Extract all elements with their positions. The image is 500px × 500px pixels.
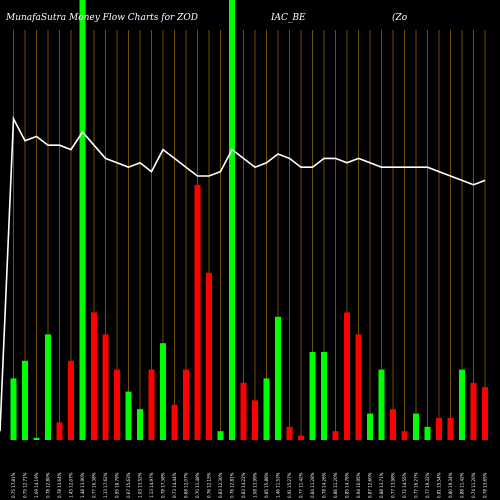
x-tick-label: 0.77 19.32% (425, 472, 430, 498)
x-tick-label: 1.13 17.62% (103, 472, 108, 498)
bar-38 (436, 418, 442, 440)
x-tick-label: 0.75 12.71% (23, 472, 28, 498)
bar-33 (378, 369, 385, 440)
bar-30 (344, 312, 350, 440)
x-tick-label: 0.76 12.81% (230, 472, 235, 498)
chart-title-part3: (Zo (392, 12, 408, 23)
bar-41 (470, 382, 477, 440)
x-tick-label: 0.85 15.88% (264, 472, 269, 498)
x-tick-label: 0.88 13.71% (379, 472, 384, 498)
bar-31 (355, 334, 362, 440)
bar-9 (102, 334, 109, 440)
x-tick-label: 0.77 11.42% (299, 472, 304, 498)
bar-29 (332, 431, 339, 440)
x-tick-label: 1.46 11.53% (276, 472, 281, 498)
bar-24 (275, 316, 281, 440)
x-tick-label: 0.80 19.34% (448, 472, 453, 498)
bar-14 (160, 343, 166, 440)
x-tick-label: 0.76 12.15% (207, 472, 212, 498)
x-tick-label: 0.78 13.65% (483, 472, 488, 498)
x-tick-label: 1.08 13.99% (253, 472, 258, 498)
x-tick-label: 0.83 12.30% (218, 472, 223, 498)
bar-4 (45, 334, 51, 440)
line-layer (0, 115, 486, 432)
bar-27 (309, 352, 316, 440)
bar-15 (171, 404, 178, 440)
x-tick-label: 0.91 15.27% (287, 472, 292, 498)
bar-25 (286, 426, 293, 440)
x-tick-label: 0.85 14.76% (345, 472, 350, 498)
bar-20 (229, 0, 235, 440)
x-tick-label: 0.84 11.28% (310, 472, 315, 498)
x-tick-label: 0.70 11.48% (195, 472, 200, 498)
x-tick-label: 1.09 14.19% (34, 472, 39, 498)
x-tick-label: 0.78 13.64% (57, 472, 62, 498)
bar-19 (217, 431, 224, 440)
bar-7 (79, 0, 86, 440)
bar-21 (240, 382, 247, 440)
bar-10 (114, 369, 120, 440)
x-tick-label: 0.77 13.98% (391, 472, 396, 498)
x-tick-label: 0.77 16.27% (414, 472, 419, 498)
x-tick-label: 0.88 11.42% (460, 472, 465, 498)
bar-39 (447, 418, 454, 440)
bar-37 (424, 426, 431, 440)
x-tick-label: 0.77 16.38% (92, 472, 97, 498)
bar-13 (148, 369, 155, 440)
x-tick-label: 0.78 12.80% (46, 472, 51, 498)
x-tick-label: 0.86 11.20% (333, 472, 338, 498)
bar-layer (10, 0, 488, 440)
x-tick-label: 1.48 13.90% (80, 472, 85, 498)
bar-42 (482, 387, 488, 440)
x-tick-label: 1.03 13.52% (138, 472, 143, 498)
bar-12 (137, 409, 143, 440)
bar-3 (33, 437, 40, 440)
bar-22 (252, 400, 258, 440)
bar-32 (367, 413, 373, 440)
bar-26 (298, 435, 304, 440)
tick-layer: 0.75 17.81% 0.75 12.71% 1.09 14.19% 0.78 12… (11, 472, 488, 498)
x-tick-label: 0.87 12.60% (368, 472, 373, 498)
bar-1 (10, 378, 17, 440)
x-tick-label: 0.67 15.63% (126, 472, 131, 498)
bar-28 (321, 352, 327, 440)
x-tick-label: 0.83 14.22% (241, 472, 246, 498)
bar-18 (206, 272, 212, 440)
bar-2 (22, 360, 28, 440)
x-tick-label: 0.74 11.20% (471, 472, 476, 498)
x-tick-label: 0.78 17.38% (161, 472, 166, 498)
bar-8 (91, 312, 97, 440)
x-tick-label: 0.72 14.55% (402, 472, 407, 498)
chart-title-part1: MunafaSutra Money Flow Charts for ZOD (5, 13, 198, 23)
x-tick-label: 1.13 14.97% (149, 472, 154, 498)
x-tick-label: 0.73 14.44% (172, 472, 177, 498)
bar-40 (459, 369, 465, 440)
bar-34 (390, 409, 396, 440)
x-tick-label: 0.68 12.07% (184, 472, 189, 498)
x-tick-label: 0.95 18.79% (115, 472, 120, 498)
bar-36 (413, 413, 419, 440)
x-tick-label: 0.81 15.54% (437, 472, 442, 498)
bar-11 (125, 391, 132, 440)
x-tick-label: 0.94 10.95% (356, 472, 361, 498)
chart-title-part2: IAC_BE (270, 13, 306, 23)
bar-35 (401, 431, 408, 440)
bar-17 (194, 184, 201, 440)
x-tick-label: 0.78 14.26% (322, 472, 327, 498)
x-tick-label: 1.43 12.07% (69, 472, 74, 498)
bar-16 (183, 369, 189, 440)
bar-23 (263, 378, 270, 440)
money-flow-line (0, 115, 486, 432)
bar-5 (56, 422, 63, 440)
bar-6 (68, 360, 74, 440)
x-tick-label: 0.75 17.81% (11, 472, 16, 498)
